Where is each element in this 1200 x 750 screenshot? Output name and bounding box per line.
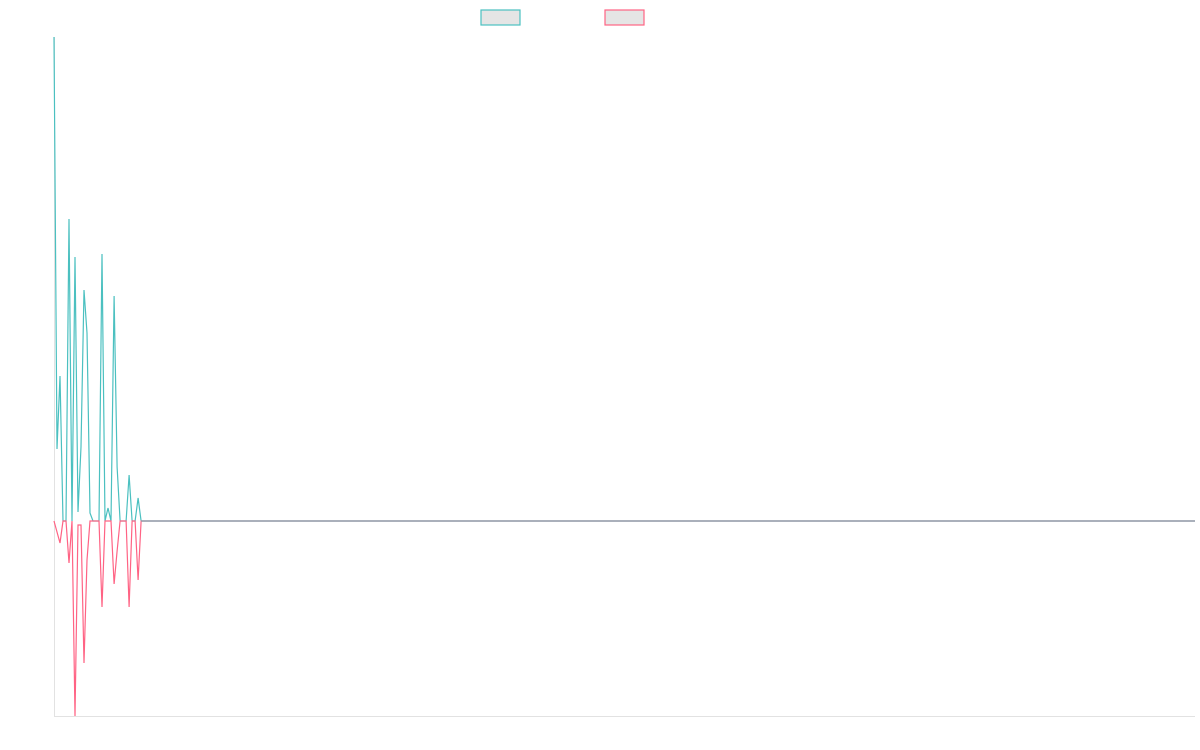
legend [480,9,645,26]
legend-item-1[interactable] [480,9,521,26]
series-group [53,36,1195,717]
series-line-2 [53,520,1195,717]
series-line-1 [53,36,1195,522]
legend-item-2[interactable] [604,9,645,26]
